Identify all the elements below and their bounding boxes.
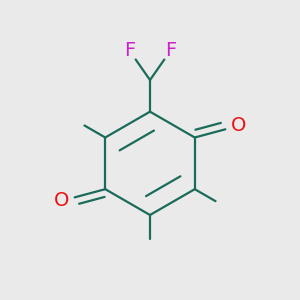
Text: O: O bbox=[53, 191, 69, 211]
Text: F: F bbox=[124, 41, 135, 60]
Text: O: O bbox=[231, 116, 247, 135]
Text: F: F bbox=[165, 41, 176, 60]
